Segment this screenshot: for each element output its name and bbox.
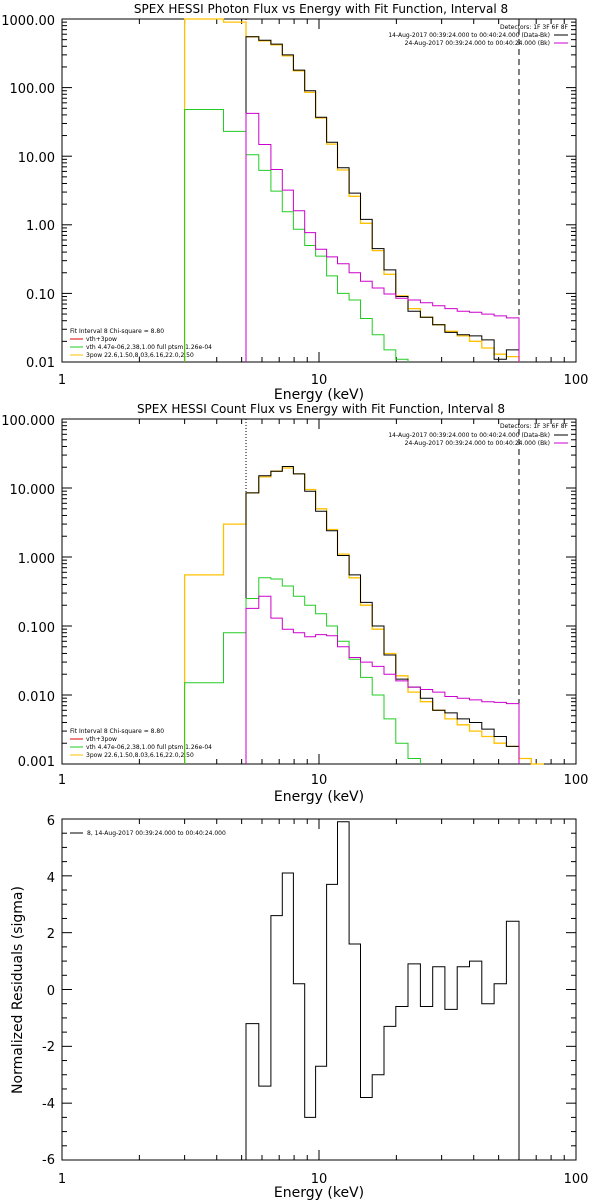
y-tick-label: -4 (42, 1097, 55, 1112)
legend-item-vth3pow: vth+3pow (86, 736, 117, 743)
series-total (183, 18, 520, 362)
legend-item-3pow: 3pow 22.6,1.50,8.03,6.16,22.0,2.50 (86, 752, 194, 759)
series-vth (184, 109, 409, 362)
y-tick-label: 1.00 (26, 219, 55, 234)
chart-title: SPEX HESSI Photon Flux vs Energy with Fi… (134, 2, 508, 16)
x-axis-label: Energy (keV) (274, 1185, 364, 1200)
legend-item-3pow: 3pow 22.6,1.50,8.03,6.16,22.0,2.50 (86, 352, 194, 359)
legend-item-residuals: 8, 14-Aug-2017 00:39:24.000 to 00:40:24.… (87, 830, 226, 837)
x-tick-label: 1 (58, 773, 66, 788)
y-tick-label: 0.010 (18, 690, 55, 705)
series-vth (184, 577, 421, 764)
legend-item-vth3pow: vth+3pow (86, 336, 117, 343)
photon-flux-panel: SPEX HESSI Photon Flux vs Energy with Fi… (1, 2, 588, 403)
series-total (183, 467, 544, 765)
y-tick-label: 1.000 (18, 552, 55, 567)
y-tick-label: 10.00 (18, 151, 55, 166)
x-tick-label: 10 (311, 373, 328, 388)
y-axis-label: Normalized Residuals (sigma) (10, 886, 26, 1094)
x-axis-label: Energy (keV) (274, 789, 364, 805)
detector-legend: Detectors: 1F 3F 6F 8F 14-Aug-2017 00:39… (388, 24, 568, 47)
y-tick-label: 0.100 (18, 621, 55, 636)
y-tick-label: 0.01 (26, 356, 55, 371)
series-data (245, 466, 520, 764)
series-data (245, 36, 520, 362)
y-tick-label: 2 (47, 927, 55, 942)
y-tick-label: 100.00 (10, 82, 56, 97)
chart-title: SPEX HESSI Count Flux vs Energy with Fit… (137, 402, 505, 416)
x-tick-label: 1 (58, 373, 66, 388)
series-bkg (245, 595, 520, 764)
y-tick-label: 0 (47, 984, 55, 999)
series-residuals (245, 821, 520, 1160)
y-tick-label: 0.001 (18, 755, 55, 770)
legend-item-bk: 24-Aug-2017 00:39:24.000 to 00:40:24.000… (405, 440, 550, 447)
legend-item-vth: vth 4.47e-06,2.38,1.00 full ptsm 1.26e-0… (86, 344, 212, 351)
detector-legend-header: Detectors: 1F 3F 6F 8F (500, 24, 569, 31)
y-tick-label: 6 (47, 814, 55, 829)
detector-legend-header: Detectors: 1F 3F 6F 8F (500, 423, 569, 430)
x-tick-label: 100 (564, 1172, 589, 1187)
x-tick-label: 100 (564, 373, 589, 388)
y-tick-label: 1000.00 (1, 14, 55, 29)
fit-legend-header: Fit Interval 8 Chi-square = 8.80 (70, 728, 164, 735)
legend-item-vth: vth 4.47e-06,2.38,1.00 full ptsm 1.26e-0… (86, 744, 212, 751)
legend-item-data-bk: 14-Aug-2017 00:39:24.000 to 00:40:24.000… (388, 432, 550, 439)
residuals-legend: 8, 14-Aug-2017 00:39:24.000 to 00:40:24.… (70, 830, 226, 837)
fit-legend-header: Fit Interval 8 Chi-square = 8.80 (70, 328, 164, 335)
y-tick-label: -6 (42, 1153, 55, 1168)
series-bkg (245, 112, 520, 362)
x-tick-label: 10 (311, 1172, 328, 1187)
y-tick-label: -2 (42, 1040, 55, 1055)
plot-frame (61, 18, 577, 363)
legend-item-bk: 24-Aug-2017 00:39:24.000 to 00:40:24.000… (405, 40, 550, 47)
plot-frame (61, 818, 577, 1161)
x-axis-label: Energy (keV) (274, 387, 364, 403)
x-tick-label: 100 (564, 773, 589, 788)
y-tick-label: 4 (47, 871, 55, 886)
y-tick-label: 100.000 (1, 414, 55, 429)
plot-frame (61, 418, 577, 765)
count-flux-panel: SPEX HESSI Count Flux vs Energy with Fit… (1, 402, 588, 805)
x-tick-label: 10 (311, 773, 328, 788)
fit-legend: Fit Interval 8 Chi-square = 8.80 vth+3po… (70, 328, 212, 359)
y-tick-label: 0.10 (26, 288, 55, 303)
x-tick-label: 1 (58, 1172, 66, 1187)
legend-item-data-bk: 14-Aug-2017 00:39:24.000 to 00:40:24.000… (388, 32, 550, 39)
residuals-panel: 6 4 2 0 -2 -4 -6 1 10 100 Energy (keV) N… (10, 814, 588, 1200)
y-tick-label: 10.000 (10, 483, 56, 498)
fit-legend: Fit Interval 8 Chi-square = 8.80 vth+3po… (70, 728, 212, 759)
detector-legend: Detectors: 1F 3F 6F 8F 14-Aug-2017 00:39… (388, 423, 568, 447)
